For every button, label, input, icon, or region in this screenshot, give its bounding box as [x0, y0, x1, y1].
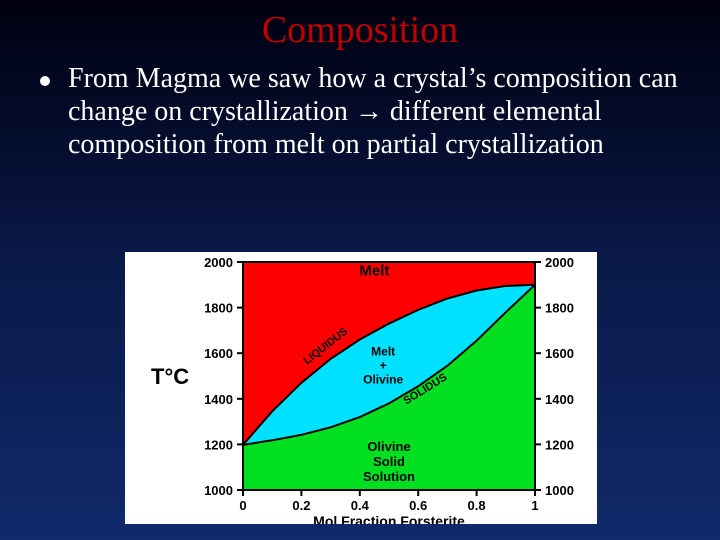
bullet-text: From Magma we saw how a crystal’s compos…	[68, 62, 690, 161]
slide-title: Composition	[0, 0, 720, 52]
xtick: 0.2	[292, 498, 310, 513]
ytick-right: 1400	[545, 392, 574, 407]
ytick-left: 1800	[204, 301, 233, 316]
chart-svg: 1000 1200 1400 1600 1800 2000 1000 1200 1400 1600…	[125, 252, 597, 524]
x-axis-label: Mol Fraction Forsterite	[313, 513, 465, 524]
ytick-left: 2000	[204, 255, 233, 270]
label-mix: Melt	[371, 344, 395, 358]
ytick-left: 1200	[204, 437, 233, 452]
xtick: 0.8	[468, 498, 486, 513]
ytick-right: 1200	[545, 437, 574, 452]
label-solid: Olivine	[367, 439, 410, 454]
xtick: 0	[239, 498, 246, 513]
phase-diagram-chart: 1000 1200 1400 1600 1800 2000 1000 1200 1400 1600…	[125, 252, 597, 524]
label-solid: Solution	[363, 469, 415, 484]
label-mix: +	[380, 358, 387, 372]
xtick: 0.4	[351, 498, 370, 513]
label-melt: Melt	[359, 263, 389, 280]
ytick-right: 1600	[545, 346, 574, 361]
ytick-right: 1800	[545, 301, 574, 316]
ytick-right: 2000	[545, 255, 574, 270]
bullet-row: From Magma we saw how a crystal’s compos…	[0, 52, 720, 161]
label-mix: Olivine	[363, 372, 403, 386]
bullet-dot-icon	[40, 76, 50, 86]
xtick: 1	[531, 498, 538, 513]
slide: Composition From Magma we saw how a crys…	[0, 0, 720, 540]
ytick-right: 1000	[545, 483, 574, 498]
ytick-left: 1000	[204, 483, 233, 498]
ytick-left: 1600	[204, 346, 233, 361]
label-solid: Solid	[373, 454, 405, 469]
y-axis-label: T°C	[151, 364, 189, 389]
xtick: 0.6	[409, 498, 427, 513]
ytick-left: 1400	[204, 392, 233, 407]
